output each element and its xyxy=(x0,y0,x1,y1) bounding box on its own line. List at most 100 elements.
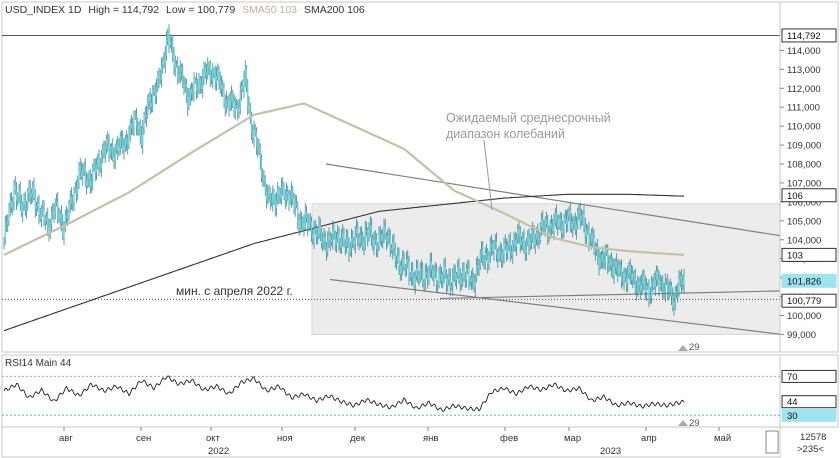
candle-body xyxy=(248,105,250,110)
candle-body xyxy=(35,205,38,209)
candle-body xyxy=(148,96,150,102)
candle-body xyxy=(643,275,645,285)
candle-body xyxy=(185,83,188,97)
candle-body xyxy=(617,269,619,273)
candle-body xyxy=(339,241,341,248)
candle-body xyxy=(49,223,51,234)
candle-body xyxy=(675,291,678,294)
candle-body xyxy=(607,252,609,266)
candle-body xyxy=(399,265,401,274)
candle-body xyxy=(222,84,224,89)
candle-body xyxy=(14,185,16,191)
candle-body xyxy=(530,230,533,242)
candle-body xyxy=(168,33,170,45)
min-annotation: мин. с апреля 2022 г. xyxy=(176,284,293,298)
candle-body xyxy=(224,103,226,108)
candle-body xyxy=(325,246,328,252)
price-tick-label: 100,000 xyxy=(787,311,821,322)
month-label: ноя xyxy=(277,433,293,444)
candle-body xyxy=(575,224,578,230)
candle-body xyxy=(523,238,525,249)
candle-body xyxy=(510,252,513,256)
candle-body xyxy=(257,146,259,150)
candle-body xyxy=(562,228,564,233)
candle-body xyxy=(658,279,660,288)
candle-body xyxy=(579,212,581,221)
candle-body xyxy=(189,88,191,97)
candle-body xyxy=(415,268,418,277)
candle-body xyxy=(680,275,683,286)
rsi-plot-area[interactable] xyxy=(1,354,781,428)
candle-body xyxy=(270,201,273,203)
candle-body xyxy=(535,232,538,240)
candle-body xyxy=(619,265,621,268)
candle-body xyxy=(503,243,505,255)
candle-body xyxy=(267,194,269,200)
candle-body xyxy=(225,99,228,108)
candle-body xyxy=(377,246,379,250)
candle-body xyxy=(279,194,281,198)
candle-body xyxy=(167,33,169,38)
candle-body xyxy=(624,273,626,278)
price-axis[interactable] xyxy=(779,1,839,353)
candle-body xyxy=(558,218,560,227)
candle-body xyxy=(542,219,544,228)
candle-body xyxy=(529,241,531,246)
price-tick-label: 111,000 xyxy=(787,103,820,114)
time-axis[interactable] xyxy=(1,426,781,458)
candle-body xyxy=(572,221,574,229)
candle-body xyxy=(159,78,161,80)
candle-body xyxy=(615,261,618,270)
candle-body xyxy=(337,234,339,240)
candle-body xyxy=(194,80,196,82)
candle-body xyxy=(258,147,260,150)
candle-body xyxy=(398,256,400,266)
candle-body xyxy=(72,202,74,204)
candle-body xyxy=(417,268,419,275)
candle-body xyxy=(597,246,599,259)
candle-body xyxy=(199,79,201,85)
candle-body xyxy=(135,117,138,127)
candle-body xyxy=(164,55,166,64)
candle-body xyxy=(370,225,373,238)
candle-body xyxy=(249,109,251,116)
marker-count: 29 xyxy=(689,342,700,353)
candle-body xyxy=(302,219,304,228)
candle-body xyxy=(512,243,514,256)
candle-body xyxy=(588,230,590,243)
candle-body xyxy=(275,200,278,209)
candle-body xyxy=(443,266,445,275)
candle-body xyxy=(423,282,425,284)
candle-body xyxy=(475,265,478,278)
candle-body xyxy=(497,254,499,259)
candle-body xyxy=(205,73,208,76)
candle-body xyxy=(409,276,411,278)
candle-body xyxy=(495,241,498,255)
candle-body xyxy=(610,258,613,267)
candle-body xyxy=(459,275,461,285)
high-badge: 114,792 xyxy=(787,31,821,42)
candle-body xyxy=(260,160,263,178)
candle-body xyxy=(439,273,441,275)
candle-body xyxy=(627,274,629,284)
candle-body xyxy=(524,248,526,253)
candle-body xyxy=(577,211,579,225)
candle-body xyxy=(483,260,485,262)
candle-body xyxy=(585,229,588,236)
candle-body xyxy=(473,281,475,288)
candle-body xyxy=(12,201,14,208)
candle-body xyxy=(614,261,616,267)
candle-body xyxy=(665,281,668,283)
candle-body xyxy=(467,268,469,270)
candle-body xyxy=(533,234,535,245)
candle-body xyxy=(482,250,484,261)
candle-body xyxy=(309,221,311,223)
candle-body xyxy=(670,285,673,296)
candle-body xyxy=(54,201,56,212)
candle-body xyxy=(77,182,79,194)
candle-body xyxy=(202,77,204,90)
candle-body xyxy=(570,222,573,229)
candle-body xyxy=(518,229,520,235)
candle-body xyxy=(589,242,591,244)
